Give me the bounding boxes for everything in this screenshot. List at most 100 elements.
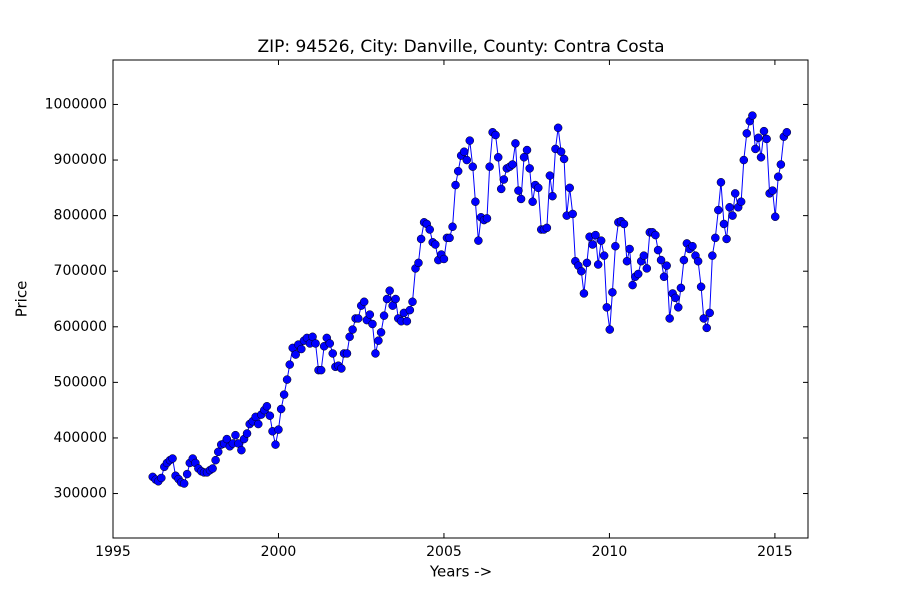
data-point [653,245,663,255]
data-point [545,171,555,180]
data-point [633,269,643,279]
data-point [453,166,463,176]
data-point [451,180,460,190]
data-point [445,233,454,243]
data-point [568,209,577,219]
y-tick-label: 1000000 [45,96,107,112]
data-point [770,212,780,221]
data-point [431,240,440,249]
data-point [736,197,746,206]
data-point [416,234,426,244]
data-point [622,256,632,266]
data-point [425,225,434,234]
data-point [639,251,649,260]
data-point [471,197,480,206]
data-point [385,286,394,295]
data-point [605,325,615,334]
x-tick-label: 2010 [592,544,628,560]
data-point [693,256,703,266]
data-point [674,303,683,312]
data-point [751,144,760,154]
data-point [519,153,529,162]
data-point [699,314,708,323]
y-tick-label: 300000 [54,486,107,502]
data-point [491,130,500,140]
data-point [714,205,723,215]
data-point [565,183,574,193]
data-point [611,241,620,251]
data-point [465,136,475,145]
data-point [365,310,375,319]
data-point [211,455,220,465]
data-point [374,336,383,345]
data-point [345,332,354,342]
data-point [311,339,320,348]
data-point [508,160,517,169]
data-point [756,153,766,162]
y-tick-label: 900000 [54,152,107,168]
data-point [739,155,749,165]
data-point [368,319,377,329]
data-point [548,191,557,201]
data-point [596,236,606,245]
data-point [231,430,240,440]
data-point [265,411,275,420]
data-point [577,266,586,276]
data-point [242,429,252,438]
data-point [728,211,737,220]
data-point [665,314,674,323]
data-point [588,240,597,249]
data-point [282,375,292,384]
data-point [316,365,326,375]
data-point [391,294,400,304]
data-point [730,189,740,198]
data-point [656,255,666,265]
data-point [359,297,369,307]
data-point [222,434,232,444]
x-axis-label: Years -> [429,563,492,581]
data-point [514,186,523,195]
data-point [328,349,338,358]
data-point [696,282,706,292]
data-point [671,293,680,303]
data-point [773,172,783,181]
plot-frame [112,59,809,539]
data-point [776,160,786,169]
data-point [342,349,352,358]
data-point [591,230,600,240]
data-point [511,139,520,148]
data-point [414,258,423,268]
y-axis-label: Price [13,281,31,318]
data-point [405,305,415,315]
data-point [485,162,494,171]
data-point [742,129,752,138]
data-point [542,223,552,233]
data-point [782,128,792,137]
data-point [402,316,412,326]
data-point [213,447,223,457]
data-point [582,258,592,268]
data-point [619,219,629,229]
data-point [274,425,283,434]
data-point [382,294,392,304]
data-point [625,244,634,254]
data-point [474,236,483,245]
x-tick-label: 1995 [95,544,131,560]
data-point [468,162,477,171]
data-point [725,203,734,212]
data-point [768,186,777,195]
data-point [688,241,697,251]
data-point [702,323,711,333]
data-point [291,350,300,359]
data-point [659,272,669,282]
data-point [522,145,532,155]
data-point [462,155,472,165]
data-point [459,147,469,156]
data-point [651,230,660,240]
data-point [493,153,503,162]
data-point [285,360,294,369]
data-point [559,154,569,164]
